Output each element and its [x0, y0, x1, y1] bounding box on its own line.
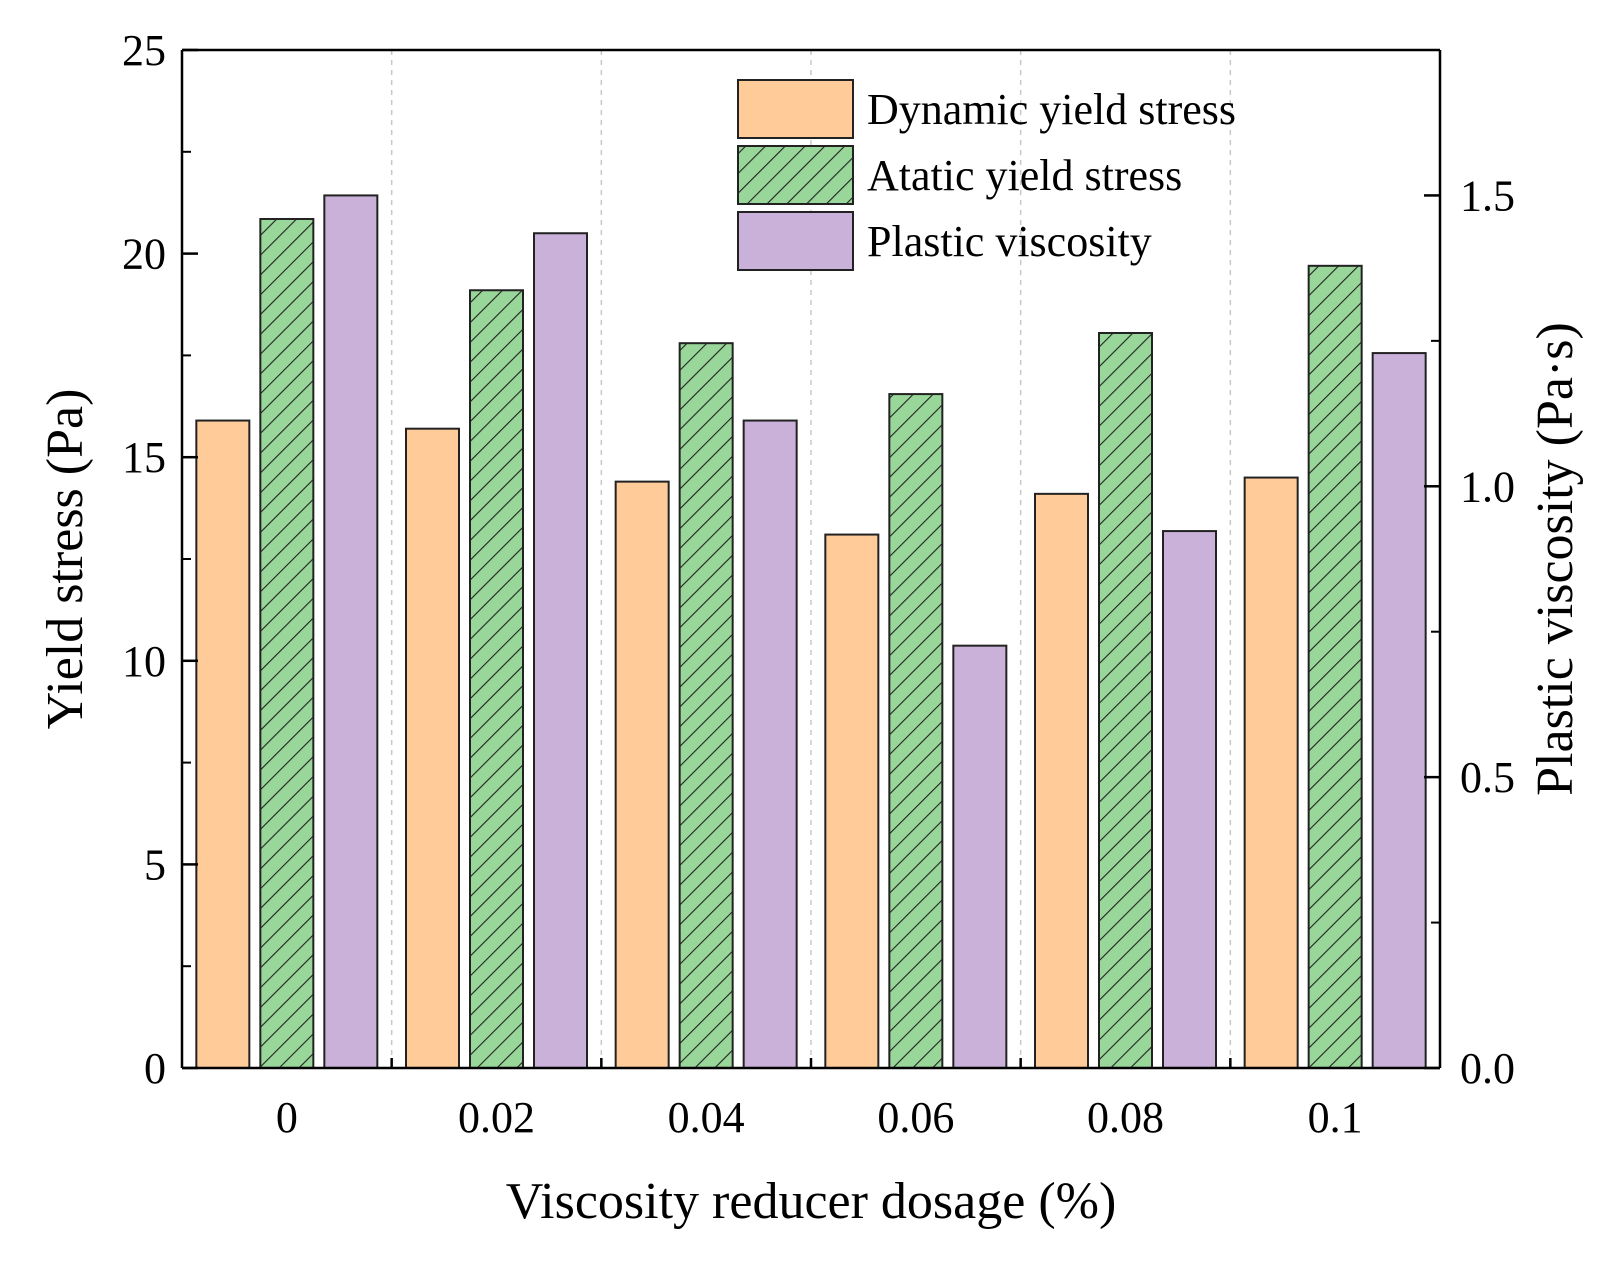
bar-dynamic-yield-stress-0: [195, 419, 251, 1069]
bar-dynamic-yield-stress-0.04: [614, 480, 670, 1069]
x-tick-label: 0.1: [1308, 1093, 1363, 1142]
y-tick-label: 20: [122, 230, 166, 279]
bar-atatic-yield-stress-0.06: [888, 393, 944, 1070]
x-tick-label: 0.08: [1087, 1093, 1164, 1142]
x-axis-title: Viscosity reducer dosage (%): [506, 1173, 1117, 1230]
bar-plastic-viscosity-0.02: [533, 232, 588, 1070]
legend-swatch-dynamic-yield-stress: [737, 79, 854, 139]
y-tick-label: 5: [144, 840, 166, 889]
bar-dynamic-yield-stress-0.08: [1034, 492, 1089, 1069]
bar-plastic-viscosity-0.1: [1371, 352, 1427, 1070]
legend-label-atatic-yield-stress: Atatic yield stress: [867, 151, 1182, 200]
legend-label-plastic-viscosity: Plastic viscosity: [867, 217, 1152, 266]
y2-tick-label: 0.5: [1460, 753, 1515, 802]
y-axis-right-title: Plastic viscosity (Pa·s): [1527, 322, 1584, 796]
x-tick-label: 0: [276, 1093, 298, 1142]
y-tick-label: 10: [122, 637, 166, 686]
y-axis-title: Yield stress (Pa): [37, 389, 94, 730]
y2-tick-label: 0.0: [1460, 1044, 1515, 1093]
y-tick-label: 0: [144, 1044, 166, 1093]
bar-atatic-yield-stress-0: [259, 217, 315, 1070]
x-tick-label: 0.06: [877, 1093, 954, 1142]
y2-tick-label: 1.0: [1460, 462, 1515, 511]
legend-swatch-atatic-yield-stress: [737, 145, 854, 205]
legend-label-dynamic-yield-stress: Dynamic yield stress: [867, 85, 1236, 134]
x-tick-label: 0.02: [458, 1093, 535, 1142]
y-tick-label: 15: [122, 433, 166, 482]
bar-atatic-yield-stress-0.04: [678, 342, 734, 1069]
bar-plastic-viscosity-0.04: [742, 419, 798, 1069]
y2-tick-label: 1.5: [1460, 171, 1515, 220]
bar-plastic-viscosity-0.08: [1162, 530, 1217, 1069]
y-tick-label: 25: [122, 26, 166, 75]
bar-atatic-yield-stress-0.08: [1098, 332, 1153, 1069]
bar-plastic-viscosity-0: [323, 194, 379, 1069]
bar-plastic-viscosity-0.06: [952, 644, 1008, 1069]
x-tick-label: 0.04: [668, 1093, 745, 1142]
bar-dynamic-yield-stress-0.1: [1243, 476, 1299, 1069]
bar-atatic-yield-stress-0.02: [469, 289, 524, 1069]
legend-swatch-plastic-viscosity: [737, 211, 854, 271]
legend: Dynamic yield stress Atatic yield stress P…: [737, 79, 1236, 271]
bar-dynamic-yield-stress-0.06: [824, 533, 880, 1069]
bar-dynamic-yield-stress-0.02: [405, 427, 460, 1070]
bar-atatic-yield-stress-0.1: [1307, 264, 1363, 1070]
